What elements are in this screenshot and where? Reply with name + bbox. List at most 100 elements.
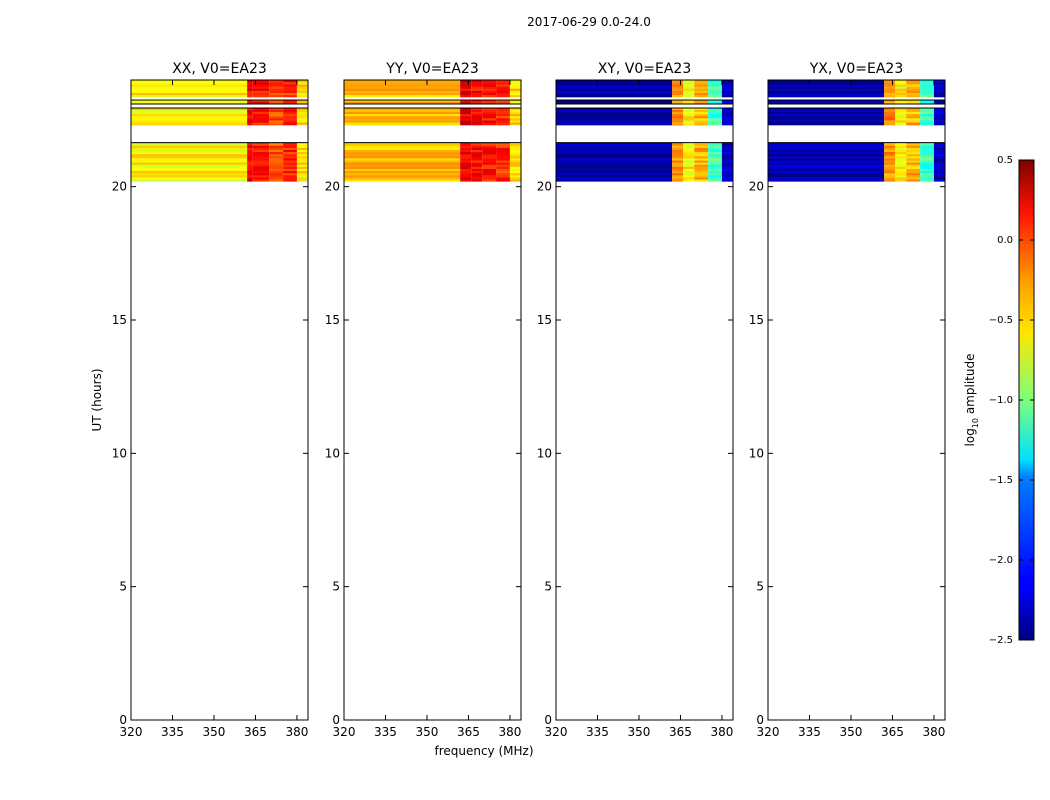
colorbar-label-rest: amplitude xyxy=(963,354,977,418)
heatmap-cell xyxy=(884,80,896,83)
heatmap-cell xyxy=(556,92,673,96)
heatmap-cell xyxy=(496,175,510,178)
heatmap-cell xyxy=(460,115,472,119)
heatmap-cell xyxy=(895,158,907,161)
heatmap-cell xyxy=(895,160,907,163)
heatmap-cell xyxy=(920,151,934,155)
heatmap-cell xyxy=(247,88,253,91)
heatmap-cell xyxy=(296,80,308,83)
heatmap-cell xyxy=(296,115,308,119)
heatmap-cell xyxy=(283,109,297,112)
heatmap-cell xyxy=(683,82,695,85)
heatmap-cell xyxy=(471,158,483,161)
heatmap-cell xyxy=(694,90,709,93)
heatmap-cell xyxy=(708,94,722,98)
heatmap-cell xyxy=(556,101,673,104)
heatmap-cell xyxy=(672,160,684,163)
heatmap-cell xyxy=(482,145,497,148)
heatmap-cell xyxy=(252,109,270,112)
heatmap-cell xyxy=(482,113,497,117)
heatmap-cell xyxy=(721,158,733,161)
panel-title: XX, V0=EA23 xyxy=(172,61,267,77)
heatmap-cell xyxy=(471,82,483,85)
heatmap-cell xyxy=(920,82,934,85)
heatmap-cell xyxy=(296,120,308,123)
heatmap-cell xyxy=(247,151,253,155)
heatmap-cell xyxy=(296,156,308,159)
colorbar-tick-label: 0.5 xyxy=(997,155,1013,166)
heatmap-cell xyxy=(283,122,297,125)
heatmap-cell xyxy=(131,162,248,165)
heatmap-cell xyxy=(683,175,695,178)
heatmap-cell xyxy=(496,82,510,85)
y-tick-label: 20 xyxy=(537,180,552,194)
heatmap-cell xyxy=(768,168,885,172)
heatmap-cell xyxy=(920,90,934,93)
heatmap-cell xyxy=(895,177,907,180)
panel-title: YX, V0=EA23 xyxy=(809,61,904,77)
heatmap-cell xyxy=(247,179,253,182)
heatmap-cell xyxy=(269,118,284,121)
heatmap-cell xyxy=(556,172,673,176)
heatmap-cell xyxy=(296,118,308,121)
heatmap-cell xyxy=(933,158,945,161)
heatmap-cell xyxy=(694,162,709,165)
heatmap-cell xyxy=(471,153,483,157)
heatmap-cell xyxy=(247,177,253,180)
heatmap-cell xyxy=(672,86,684,89)
heatmap-cell xyxy=(482,158,497,161)
heatmap-cell xyxy=(247,153,253,157)
y-tick-label: 15 xyxy=(325,313,340,327)
heatmap-cell xyxy=(496,80,510,83)
heatmap-cell xyxy=(131,172,248,176)
heatmap-cell xyxy=(482,120,497,123)
panel-frame xyxy=(343,79,522,721)
heatmap-cell xyxy=(721,82,733,85)
x-tick-label: 335 xyxy=(161,725,184,739)
heatmap-cell xyxy=(269,86,284,89)
heatmap-cell xyxy=(269,166,284,169)
heatmap-cell xyxy=(496,101,510,104)
heatmap-cell xyxy=(269,145,284,148)
heatmap-cell xyxy=(933,120,945,123)
heatmap-cell xyxy=(509,120,521,123)
heatmap-cell xyxy=(509,143,521,146)
heatmap-cell xyxy=(906,145,921,148)
heatmap-cell xyxy=(496,113,510,117)
heatmap-cell xyxy=(344,109,461,112)
heatmap-cell xyxy=(694,177,709,180)
heatmap-cell xyxy=(694,88,709,91)
heatmap-cell xyxy=(672,94,684,98)
heatmap-cell xyxy=(920,118,934,121)
heatmap-cell xyxy=(683,122,695,125)
heatmap-cell xyxy=(672,175,684,178)
heatmap-cell xyxy=(895,101,907,104)
heatmap-cell xyxy=(283,145,297,148)
heatmap-cell xyxy=(482,94,497,98)
heatmap-cell xyxy=(131,166,248,169)
heatmap-cell xyxy=(509,170,521,174)
heatmap-cell xyxy=(496,179,510,182)
heatmap-cell xyxy=(496,90,510,93)
heatmap-cell xyxy=(895,94,907,98)
heatmap-cell xyxy=(471,80,483,83)
heatmap-cell xyxy=(556,164,673,167)
heatmap-cell xyxy=(283,84,297,87)
x-tick-label: 320 xyxy=(333,725,356,739)
heatmap-cell xyxy=(496,88,510,91)
heatmap-cell xyxy=(683,164,695,167)
heatmap-cell xyxy=(672,151,684,155)
heatmap-cell xyxy=(344,145,461,148)
heatmap-cell xyxy=(460,175,472,178)
heatmap-cell xyxy=(768,162,885,165)
heatmap-cell xyxy=(920,177,934,180)
heatmap-cell xyxy=(252,111,270,115)
heatmap-cell xyxy=(131,118,248,121)
heatmap-cell xyxy=(768,160,885,163)
heatmap-cell xyxy=(683,107,695,110)
heatmap-cell xyxy=(460,166,472,169)
heatmap-cell xyxy=(556,162,673,165)
heatmap-cell xyxy=(131,115,248,119)
heatmap-cell xyxy=(131,90,248,93)
heatmap-cell xyxy=(283,164,297,167)
